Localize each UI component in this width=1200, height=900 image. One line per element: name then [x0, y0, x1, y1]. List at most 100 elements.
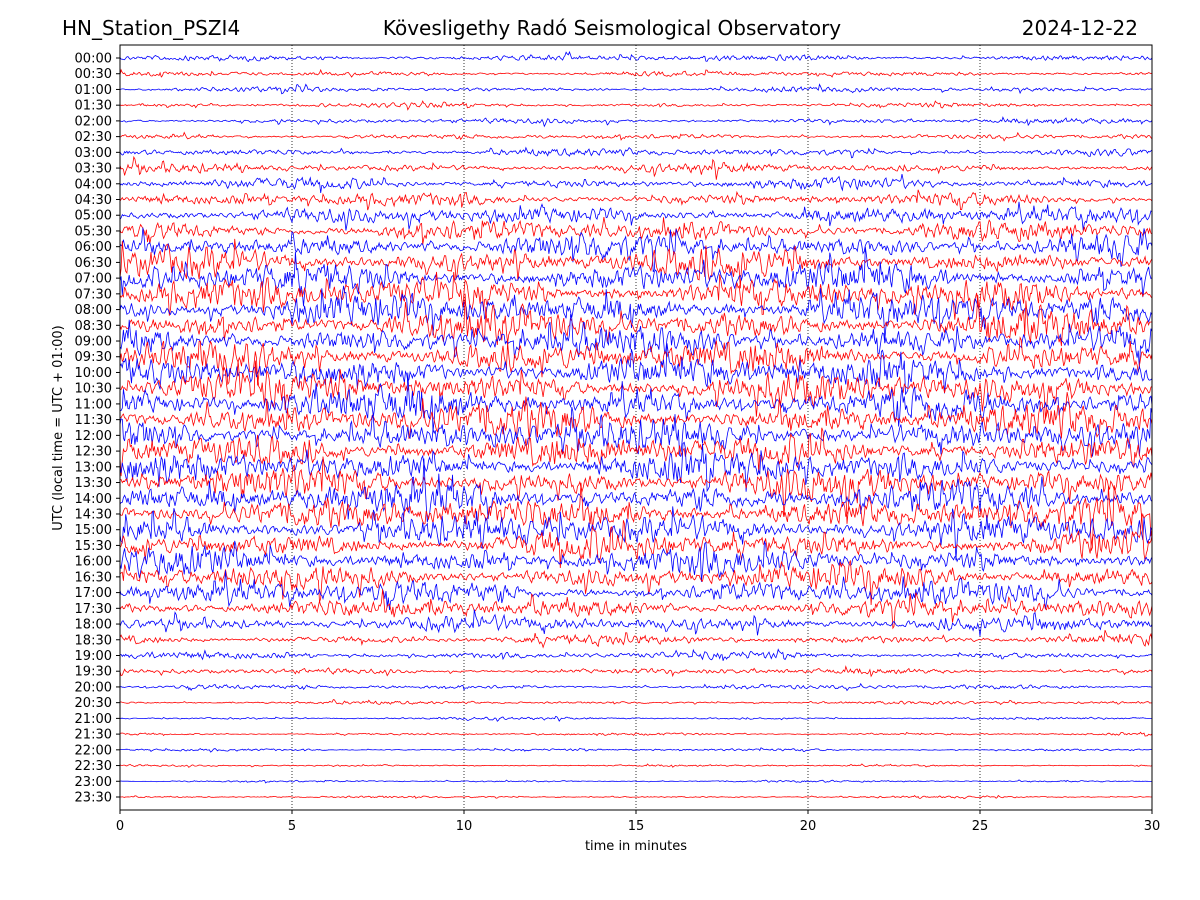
- trace-0130: [120, 100, 1152, 111]
- y-tick-label: 20:00: [75, 680, 112, 695]
- y-tick-label: 09:30: [75, 350, 112, 365]
- traces: [120, 50, 1152, 799]
- y-tick-label: 05:30: [75, 224, 112, 239]
- y-tick-label: 19:30: [75, 665, 112, 680]
- trace-1800: [120, 609, 1152, 637]
- trace-1530: [120, 513, 1152, 569]
- trace-1700: [120, 570, 1152, 611]
- y-tick-label: 11:00: [75, 397, 112, 412]
- trace-0030: [120, 68, 1152, 78]
- y-tick-label: 01:30: [75, 99, 112, 114]
- trace-0330: [120, 155, 1152, 180]
- y-tick-label: 14:30: [75, 507, 112, 522]
- x-axis-label: time in minutes: [585, 839, 687, 854]
- y-tick-label: 07:30: [75, 287, 112, 302]
- y-tick-label: 08:30: [75, 319, 112, 334]
- trace-0830: [120, 293, 1152, 347]
- trace-1200: [120, 406, 1152, 458]
- y-axis-label: UTC (local time = UTC + 01:00): [51, 325, 66, 530]
- y-tick-label: 11:30: [75, 413, 112, 428]
- y-tick-label: 10:00: [75, 366, 112, 381]
- trace-0930: [120, 336, 1152, 386]
- x-tick-label: 25: [972, 819, 989, 834]
- date-title: 2024-12-22: [1021, 16, 1138, 40]
- y-tick-label: 06:00: [75, 240, 112, 255]
- trace-1100: [120, 372, 1152, 432]
- trace-0600: [120, 227, 1152, 273]
- y-tick-label: 01:00: [75, 83, 112, 98]
- y-tick-label: 17:00: [75, 586, 112, 601]
- y-tick-label: 07:00: [75, 272, 112, 287]
- y-tick-label: 15:00: [75, 523, 112, 538]
- trace-0000: [120, 50, 1152, 63]
- y-tick-label: 17:30: [75, 602, 112, 617]
- observatory-title: Kövesligethy Radó Seismological Observat…: [382, 16, 842, 40]
- station-title: HN_Station_PSZI4: [62, 16, 241, 40]
- x-tick-label: 20: [800, 819, 817, 834]
- y-tick-label: 03:00: [75, 146, 112, 161]
- x-tick-label: 0: [116, 819, 124, 834]
- y-tick-label: 19:00: [75, 649, 112, 664]
- y-tick-label: 14:00: [75, 492, 112, 507]
- y-tick-label: 05:00: [75, 209, 112, 224]
- y-tick-label: 02:00: [75, 114, 112, 129]
- trace-0100: [120, 83, 1152, 95]
- y-tick-label: 15:30: [75, 539, 112, 554]
- y-tick-label: 13:30: [75, 476, 112, 491]
- grid-lines: [291, 45, 981, 810]
- y-tick-label: 04:00: [75, 177, 112, 192]
- trace-1900: [120, 648, 1152, 661]
- trace-1500: [120, 506, 1152, 561]
- y-tick-label: 08:00: [75, 303, 112, 318]
- trace-2330: [120, 794, 1152, 799]
- y-tick-label: 18:30: [75, 633, 112, 648]
- y-tick-label: 03:30: [75, 162, 112, 177]
- trace-0230: [120, 131, 1152, 142]
- trace-1230: [120, 427, 1152, 477]
- trace-1430: [120, 482, 1152, 551]
- y-tick-label: 00:30: [75, 67, 112, 82]
- y-tick-label: 06:30: [75, 256, 112, 271]
- trace-0430: [120, 189, 1152, 211]
- trace-0730: [120, 271, 1152, 320]
- trace-0200: [120, 116, 1152, 128]
- trace-1000: [120, 343, 1152, 396]
- y-tick-label: 16:30: [75, 570, 112, 585]
- trace-1330: [120, 456, 1152, 524]
- trace-1600: [120, 540, 1152, 582]
- y-tick-label: 18:00: [75, 618, 112, 633]
- trace-0500: [120, 201, 1152, 231]
- y-tick-label: 20:30: [75, 696, 112, 711]
- y-tick-label: 23:30: [75, 791, 112, 806]
- y-tick-label: 10:30: [75, 382, 112, 397]
- y-tick-label: 04:30: [75, 193, 112, 208]
- trace-2000: [120, 682, 1152, 692]
- trace-1730: [120, 589, 1152, 630]
- y-tick-label: 02:30: [75, 130, 112, 145]
- trace-2030: [120, 699, 1152, 706]
- trace-1930: [120, 665, 1152, 678]
- trace-2200: [120, 747, 1152, 753]
- trace-0300: [120, 146, 1152, 159]
- trace-1030: [120, 360, 1152, 419]
- y-tick-label: 22:00: [75, 743, 112, 758]
- trace-1300: [120, 441, 1152, 493]
- trace-2130: [120, 731, 1152, 737]
- x-tick-label: 10: [456, 819, 473, 834]
- x-tick-label: 30: [1144, 819, 1161, 834]
- y-tick-label: 12:00: [75, 429, 112, 444]
- x-tick-label: 5: [288, 819, 296, 834]
- y-tick-label: 00:00: [75, 52, 112, 67]
- x-axis: 0 5 10 15 20 25 30: [116, 810, 1160, 834]
- x-tick-label: 15: [628, 819, 645, 834]
- trace-0700: [120, 246, 1152, 307]
- y-tick-label: 12:30: [75, 445, 112, 460]
- trace-1830: [120, 630, 1152, 649]
- trace-0400: [120, 174, 1152, 194]
- trace-2300: [120, 779, 1152, 784]
- trace-2100: [120, 715, 1152, 722]
- trace-1630: [120, 560, 1152, 606]
- y-tick-label: 23:00: [75, 775, 112, 790]
- y-tick-label: 21:30: [75, 728, 112, 743]
